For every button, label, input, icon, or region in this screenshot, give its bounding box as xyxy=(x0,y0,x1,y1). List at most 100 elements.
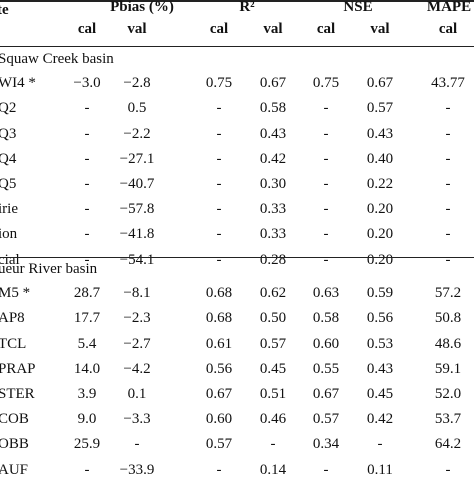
table-cell: 14.0 xyxy=(73,360,101,377)
site-name: WI4 * xyxy=(0,75,36,92)
table-cell: 0.68 xyxy=(205,310,233,327)
table-cell: 0.56 xyxy=(366,310,394,327)
table-cell: 0.57 xyxy=(366,100,394,117)
site-name: PRAP xyxy=(0,360,36,377)
section-rule xyxy=(0,257,474,258)
table-cell: - xyxy=(84,251,90,268)
table-cell: 0.30 xyxy=(259,176,287,192)
table-cell: 0.34 xyxy=(312,436,340,453)
subheader-val-1: val xyxy=(127,21,147,37)
table-cell: - xyxy=(323,251,329,268)
table-cell: - xyxy=(445,461,451,478)
table-cell: - xyxy=(445,251,451,268)
table-cell: 0.61 xyxy=(205,335,233,352)
table-cell: 0.40 xyxy=(366,150,394,167)
mape-header: MAPE xyxy=(426,0,472,15)
subheader-cal-6: cal xyxy=(438,21,458,37)
table-cell: - xyxy=(377,436,383,453)
table-cell: - xyxy=(84,201,90,218)
table-cell: 52.0 xyxy=(434,386,462,402)
table-cell: 0.57 xyxy=(259,335,287,352)
table-cell: 57.2 xyxy=(434,285,462,302)
table-cell: 28.7 xyxy=(73,285,101,302)
section-title: Squaw Creek basin xyxy=(0,51,114,67)
table-cell: 0.51 xyxy=(259,386,287,402)
table-cell: 0.63 xyxy=(312,285,340,302)
table-cell: 0.42 xyxy=(366,411,394,428)
site-name: Q4 xyxy=(0,150,17,167)
table-cell: −54.1 xyxy=(119,251,155,268)
subheader-val-3: val xyxy=(263,21,283,37)
table-cell: - xyxy=(216,100,222,117)
table-cell: 0.68 xyxy=(205,285,233,302)
table-cell: 0.62 xyxy=(259,285,287,302)
table-cell: 0.60 xyxy=(205,411,233,428)
table-cell: - xyxy=(323,100,329,117)
header-rule xyxy=(0,46,474,47)
subheader-val-5: val xyxy=(370,21,390,37)
table-cell: - xyxy=(270,436,276,453)
table-cell: - xyxy=(84,125,90,142)
site-name: cial xyxy=(0,251,20,268)
table-cell: - xyxy=(216,226,222,243)
table-cell: - xyxy=(445,226,451,243)
site-name: irie xyxy=(0,201,18,218)
table-cell: −2.2 xyxy=(123,125,151,142)
site-name: Q5 xyxy=(0,176,17,192)
table-cell: 0.1 xyxy=(127,386,147,402)
r2-header: R² xyxy=(239,0,255,15)
site-name: COB xyxy=(0,411,29,428)
table-cell: 64.2 xyxy=(434,436,462,453)
table-cell: - xyxy=(84,150,90,167)
table-cell: 0.45 xyxy=(366,386,394,402)
table-cell: 0.45 xyxy=(259,360,287,377)
site-name: ion xyxy=(0,226,18,243)
pbias-header: Pbias (%) xyxy=(110,0,174,15)
table-cell: 0.46 xyxy=(259,411,287,428)
table-cell: - xyxy=(445,100,451,117)
table-cell: - xyxy=(134,436,140,453)
table-cell: −41.8 xyxy=(119,226,155,243)
table-cell: 0.50 xyxy=(259,310,287,327)
table-cell: −57.8 xyxy=(119,201,155,218)
table-cell: - xyxy=(216,176,222,192)
table-cell: 0.57 xyxy=(205,436,233,453)
table-cell: 0.43 xyxy=(366,125,394,142)
table-cell: 0.22 xyxy=(366,176,394,192)
table-cell: - xyxy=(323,201,329,218)
table-cell: - xyxy=(323,176,329,192)
table-cell: 9.0 xyxy=(77,411,97,428)
table-cell: 0.60 xyxy=(312,335,340,352)
table-cell: 0.56 xyxy=(205,360,233,377)
nse-header: NSE xyxy=(343,0,373,15)
site-name: OBB xyxy=(0,436,29,453)
table-cell: 0.57 xyxy=(312,411,340,428)
table-cell: 0.67 xyxy=(259,75,287,92)
table-cell: 0.67 xyxy=(366,75,394,92)
table-cell: - xyxy=(323,226,329,243)
table-cell: 3.9 xyxy=(77,386,97,402)
table-cell: −2.7 xyxy=(123,335,151,352)
table-cell: 0.14 xyxy=(259,461,287,478)
top-rule xyxy=(0,0,474,2)
section-title: ueur River basin xyxy=(0,261,98,277)
table-cell: 0.33 xyxy=(259,226,287,243)
table-cell: - xyxy=(323,150,329,167)
table-cell: 0.43 xyxy=(366,360,394,377)
table-cell: −27.1 xyxy=(119,150,155,167)
table-cell: 0.75 xyxy=(312,75,340,92)
site-name: M5 * xyxy=(0,285,31,302)
table-cell: 0.33 xyxy=(259,201,287,218)
table-cell: - xyxy=(445,201,451,218)
table-cell: −40.7 xyxy=(119,176,155,192)
site-name: AUF xyxy=(0,461,29,478)
site-name: AP8 xyxy=(0,310,25,327)
site-name: Q3 xyxy=(0,125,17,142)
table-cell: −4.2 xyxy=(123,360,151,377)
table-cell: 59.1 xyxy=(434,360,462,377)
table-cell: −2.8 xyxy=(123,75,151,92)
table-cell: 0.55 xyxy=(312,360,340,377)
table-cell: - xyxy=(84,176,90,192)
table-cell: −3.3 xyxy=(123,411,151,428)
table-cell: −8.1 xyxy=(123,285,151,302)
